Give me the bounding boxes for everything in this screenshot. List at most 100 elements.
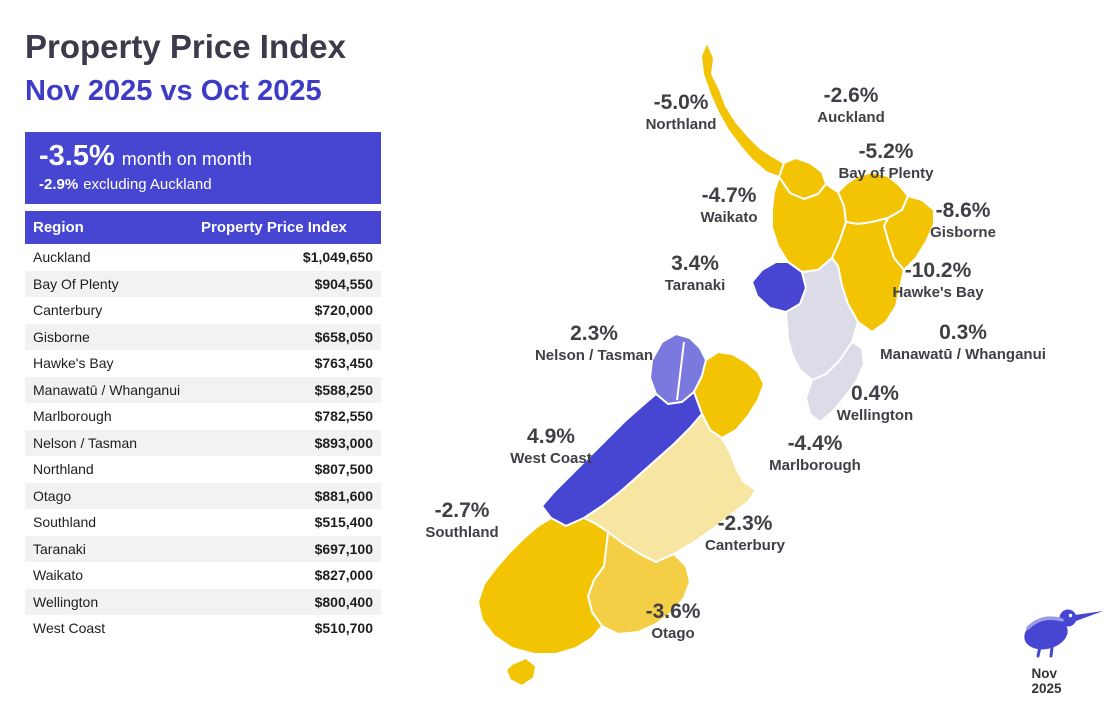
- price-cell: $720,000: [314, 302, 373, 319]
- map-label-northland: -5.0% Northland: [645, 91, 717, 136]
- table-row[interactable]: Southland $515,400: [25, 509, 381, 536]
- region-change-value: -10.2%: [904, 259, 972, 282]
- map-label-bay-of-plenty: -5.2% Bay of Plenty: [838, 140, 934, 185]
- region-change-value: -2.6%: [823, 84, 879, 107]
- map-label-manawatu-whanganui: 0.3% Manawatū / Whanganui: [880, 321, 1046, 366]
- table-header-row: Region Property Price Index: [25, 211, 381, 245]
- region-change-value: -5.2%: [858, 140, 914, 163]
- table-row[interactable]: Wellington $800,400: [25, 588, 381, 616]
- region-name-label: Marlborough: [769, 457, 861, 475]
- map-label-hawkes-bay: -10.2% Hawke's Bay: [892, 259, 984, 304]
- region-southland[interactable]: [477, 517, 609, 655]
- region-name-label: Canterbury: [704, 537, 786, 555]
- region-name-label: Gisborne: [930, 224, 996, 242]
- region-change-value: -4.7%: [701, 184, 757, 207]
- price-cell: $904,550: [314, 275, 373, 292]
- region-cell: Otago: [33, 487, 72, 504]
- table-row[interactable]: Nelson / Tasman $893,000: [25, 429, 381, 457]
- region-name-label: Waikato: [700, 209, 758, 227]
- page-subtitle: Nov 2025 vs Oct 2025: [25, 74, 322, 107]
- table-row[interactable]: Auckland $1,049,650: [25, 244, 381, 271]
- region-name-label: Taranaki: [664, 277, 726, 295]
- summary-secondary-value: -2.9%: [39, 176, 79, 194]
- price-cell: $827,000: [314, 567, 373, 584]
- region-name-label: Auckland: [817, 109, 885, 127]
- region-name-label: Bay of Plenty: [838, 165, 934, 183]
- region-name-label: Manawatū / Whanganui: [880, 346, 1046, 364]
- region-name-label: Northland: [645, 116, 717, 134]
- table-row[interactable]: Manawatū / Whanganui $588,250: [25, 376, 381, 404]
- price-cell: $515,400: [314, 514, 373, 531]
- table-row[interactable]: Hawke's Bay $763,450: [25, 350, 381, 377]
- map-label-otago: -3.6% Otago: [645, 600, 701, 645]
- map-label-taranaki: 3.4% Taranaki: [664, 252, 726, 297]
- summary-main-value: -3.5%: [39, 140, 115, 173]
- region-change-value: 0.3%: [939, 321, 987, 344]
- region-name-label: Southland: [425, 524, 499, 542]
- region-cell: Manawatū / Whanganui: [33, 381, 181, 398]
- summary-banner: -3.5% month on month -2.9% excluding Auc…: [25, 132, 381, 205]
- table-row[interactable]: Northland $807,500: [25, 456, 381, 483]
- table-row[interactable]: Marlborough $782,550: [25, 403, 381, 430]
- region-name-label: Nelson / Tasman: [534, 347, 654, 365]
- table-row[interactable]: West Coast $510,700: [25, 615, 381, 642]
- table-row[interactable]: Taranaki $697,100: [25, 535, 381, 563]
- region-change-value: -2.3%: [717, 512, 773, 535]
- column-header-region: Region: [25, 211, 193, 245]
- region-change-value: 2.3%: [570, 322, 618, 345]
- price-cell: $1,049,650: [302, 249, 373, 266]
- region-manawatu-whanganui[interactable]: [785, 257, 859, 381]
- map-label-canterbury: -2.3% Canterbury: [704, 512, 786, 557]
- region-boundary-line: [676, 341, 685, 401]
- region-cell: Marlborough: [33, 408, 112, 425]
- region-change-value: -5.0%: [653, 91, 709, 114]
- region-change-value: 3.4%: [671, 252, 719, 275]
- price-cell: $588,250: [314, 381, 373, 398]
- kiwi-logo-icon: [1024, 609, 1103, 658]
- region-name-label: Hawke's Bay: [892, 284, 984, 302]
- price-cell: $800,400: [314, 593, 373, 610]
- region-wellington[interactable]: [805, 341, 865, 423]
- map-label-southland: -2.7% Southland: [425, 499, 499, 544]
- table-row[interactable]: Bay Of Plenty $904,550: [25, 270, 381, 298]
- price-cell: $763,450: [314, 355, 373, 372]
- price-cell: $782,550: [314, 408, 373, 425]
- price-cell: $510,700: [314, 620, 373, 637]
- region-cell: Wellington: [33, 593, 99, 610]
- price-cell: $658,050: [314, 328, 373, 345]
- region-change-value: -8.6%: [935, 199, 991, 222]
- region-cell: West Coast: [33, 620, 106, 637]
- region-cell: Nelson / Tasman: [33, 434, 138, 451]
- table-row[interactable]: Waikato $827,000: [25, 562, 381, 589]
- summary-secondary-label: excluding Auckland: [83, 176, 212, 194]
- price-cell: $697,100: [314, 540, 373, 557]
- region-cell: Canterbury: [33, 302, 103, 319]
- region-cell: Waikato: [33, 567, 84, 584]
- map-label-waikato: -4.7% Waikato: [700, 184, 758, 229]
- region-name-label: West Coast: [510, 450, 592, 468]
- region-change-value: -2.7%: [434, 499, 490, 522]
- summary-main-label: month on month: [121, 149, 252, 170]
- region-change-value: -3.6%: [645, 600, 701, 623]
- region-stewart-island[interactable]: [505, 657, 537, 687]
- region-change-value: 0.4%: [851, 382, 899, 405]
- price-cell: $807,500: [314, 461, 373, 478]
- region-cell: Hawke's Bay: [33, 355, 114, 372]
- page-title: Property Price Index: [25, 28, 346, 65]
- footer-date-label: Nov 2025: [1031, 666, 1062, 696]
- table-row[interactable]: Otago $881,600: [25, 482, 381, 510]
- table-row[interactable]: Canterbury $720,000: [25, 297, 381, 324]
- price-cell: $893,000: [314, 434, 373, 451]
- column-header-price: Property Price Index: [193, 211, 381, 245]
- price-table: Region Property Price Index Auckland $1,0…: [25, 211, 381, 642]
- table-row[interactable]: Gisborne $658,050: [25, 323, 381, 351]
- map-label-wellington: 0.4% Wellington: [837, 382, 913, 427]
- region-cell: Gisborne: [33, 328, 90, 345]
- region-cell: Northland: [33, 461, 94, 478]
- region-cell: Auckland: [33, 249, 91, 266]
- map-label-marlborough: -4.4% Marlborough: [769, 432, 861, 477]
- region-cell: Southland: [33, 514, 97, 531]
- map-label-gisborne: -8.6% Gisborne: [930, 199, 996, 244]
